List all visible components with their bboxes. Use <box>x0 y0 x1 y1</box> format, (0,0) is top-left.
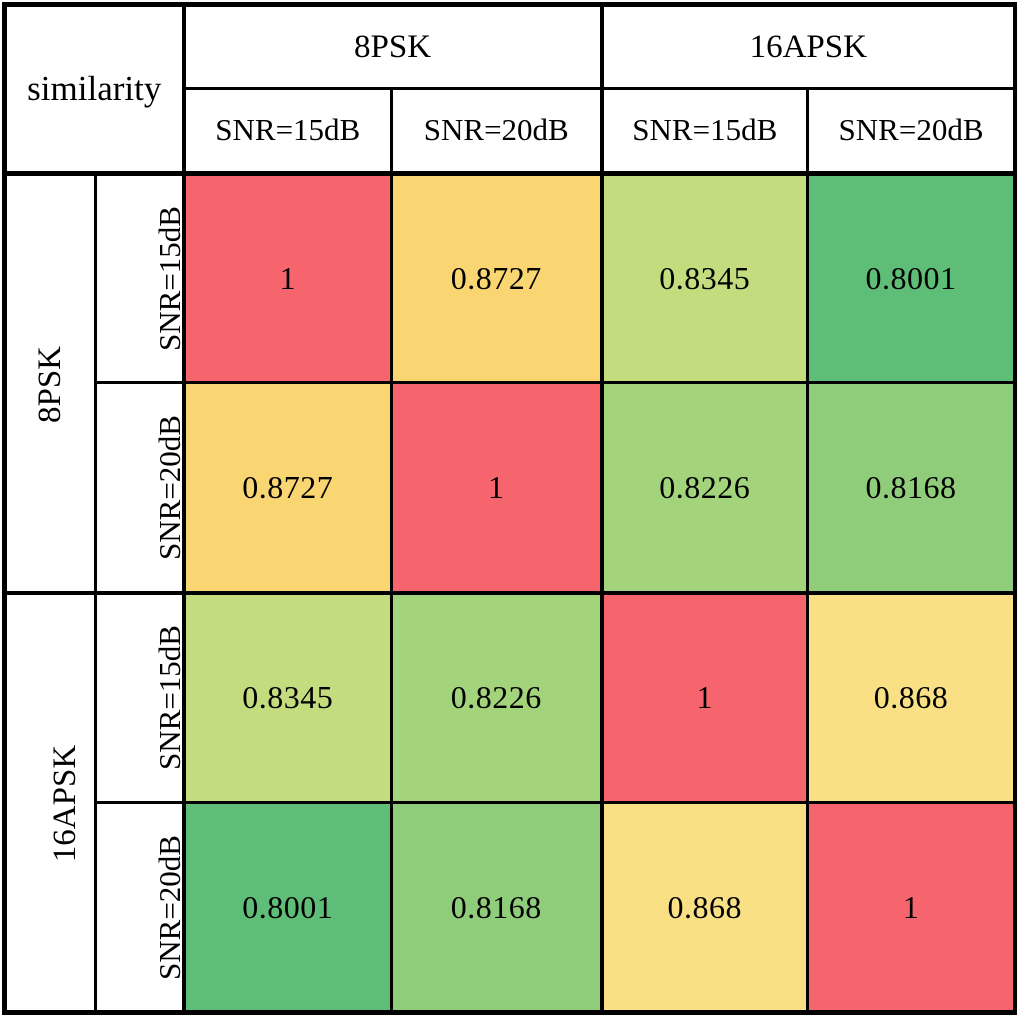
col-group-16apsk-label: 16APSK <box>599 2 1017 91</box>
corner-similarity-label: similarity <box>3 3 186 176</box>
row-header-16apsk-snr15-text: SNR=15dB <box>151 625 187 771</box>
matrix-row-16apsk-snr20: SNR=20dB 0.8001 0.8168 0.868 1 <box>5 801 1017 1014</box>
matrix-cell-r3c3: 1 <box>806 801 1017 1014</box>
matrix-row-8psk-snr20: SNR=20dB 0.8727 1 0.8226 0.8168 <box>5 381 1017 595</box>
matrix-cell-r0c2: 0.8345 <box>599 171 810 385</box>
col-header-8psk-snr15: SNR=15dB <box>181 87 393 176</box>
matrix-cell-r3c0: 0.8001 <box>181 801 393 1014</box>
row-header-16apsk-snr20-text: SNR=20dB <box>151 834 187 980</box>
matrix-cell-r3c2: 0.868 <box>599 801 810 1014</box>
matrix-cell-r1c0: 0.8727 <box>181 381 393 595</box>
row-header-16apsk-snr15: SNR=15dB <box>94 590 187 805</box>
matrix-cell-r2c3: 0.868 <box>806 590 1017 805</box>
row-group-16apsk-label: 16APSK <box>3 590 97 1014</box>
row-group-16apsk-text: 16APSK <box>47 744 84 863</box>
header-row-groups: similarity 8PSK 16APSK <box>3 2 1017 176</box>
header-row-snr: SNR=15dB SNR=20dB SNR=15dB SNR=20dB <box>5 87 1017 176</box>
col-group-8psk-label: 8PSK <box>181 2 604 91</box>
matrix-cell-r2c1: 0.8226 <box>389 590 604 805</box>
col-header-16apsk-snr15: SNR=15dB <box>599 87 810 176</box>
matrix-cell-r3c1: 0.8168 <box>389 801 604 1014</box>
row-header-8psk-snr15: SNR=15dB <box>94 171 187 385</box>
row-header-8psk-snr15-text: SNR=15dB <box>151 206 187 352</box>
row-group-8psk-label: 8PSK <box>3 171 97 595</box>
matrix-cell-r0c0: 1 <box>181 171 393 385</box>
matrix-row-16apsk-snr15: 16APSK SNR=15dB 0.8345 0.8226 1 0.868 <box>3 590 1017 1014</box>
row-header-8psk-snr20: SNR=20dB <box>94 381 187 595</box>
matrix-cell-r1c2: 0.8226 <box>599 381 810 595</box>
matrix-cell-r0c1: 0.8727 <box>389 171 604 385</box>
matrix-cell-r1c1: 1 <box>389 381 604 595</box>
matrix-row-8psk-snr15: 8PSK SNR=15dB 1 0.8727 0.8345 0.8001 <box>3 171 1017 595</box>
matrix-cell-r0c3: 0.8001 <box>806 171 1017 385</box>
matrix-cell-r2c2: 1 <box>599 590 810 805</box>
col-header-8psk-snr20: SNR=20dB <box>389 87 604 176</box>
matrix-cell-r2c0: 0.8345 <box>181 590 393 805</box>
row-group-8psk-text: 8PSK <box>31 345 68 423</box>
col-header-16apsk-snr20: SNR=20dB <box>806 87 1017 176</box>
row-header-8psk-snr20-text: SNR=20dB <box>151 415 187 561</box>
matrix-cell-r1c3: 0.8168 <box>806 381 1017 595</box>
row-header-16apsk-snr20: SNR=20dB <box>94 801 187 1014</box>
